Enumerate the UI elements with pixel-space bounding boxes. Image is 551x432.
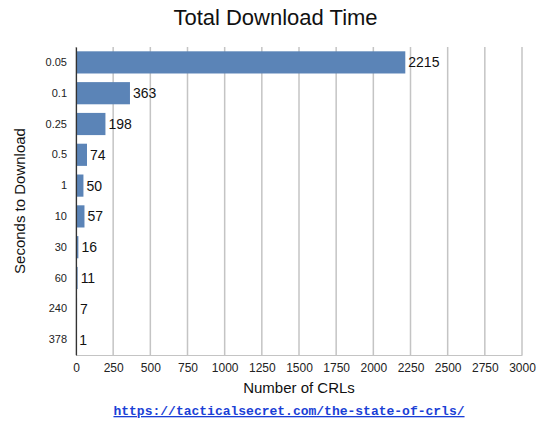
grid-line <box>447 47 449 355</box>
tick: 10 <box>55 210 67 222</box>
tick-label: 3000 <box>509 361 536 375</box>
tick: 750 <box>178 355 198 375</box>
tick: 1750 <box>323 355 350 375</box>
title: Total Download Time <box>173 5 377 30</box>
data-label: 363 <box>133 85 157 101</box>
tick-label: 1250 <box>249 361 276 375</box>
tick-label: 250 <box>104 361 124 375</box>
tick: 0.5 <box>52 148 67 160</box>
y-axis-title: Seconds to Download <box>11 128 28 274</box>
tick-label: 60 <box>55 272 67 284</box>
data-labels: 2215 36319874 50 57 16 11 7 1 <box>79 54 440 347</box>
tick: 378 <box>49 333 67 345</box>
tick: 1000 <box>212 355 239 375</box>
tick-label: 1 <box>61 179 67 191</box>
tick: 3000 <box>509 355 536 375</box>
grid-line <box>410 47 412 355</box>
bar <box>76 82 130 104</box>
tick: 0 <box>73 355 80 375</box>
tick-label: 750 <box>178 361 198 375</box>
tick: 0.05 <box>46 56 67 68</box>
grid-line <box>521 47 523 355</box>
bar <box>76 175 83 197</box>
tick: 500 <box>141 355 161 375</box>
grid-line <box>373 47 375 355</box>
tick-label: 0 <box>73 361 80 375</box>
data-label: 74 <box>90 147 106 163</box>
tick: 2500 <box>435 355 462 375</box>
tick-label: 0.1 <box>52 87 67 99</box>
bar <box>76 144 87 166</box>
tick: 0.25 <box>46 118 67 130</box>
tick-label: 30 <box>55 241 67 253</box>
source-link[interactable]: https://tacticalsecret.com/the-state-of-… <box>113 404 464 419</box>
data-label: 16 <box>81 239 97 255</box>
axis-line <box>76 48 77 356</box>
chart-container: 0250500750100012501500175020002250250027… <box>0 0 551 432</box>
tick: 2750 <box>472 355 499 375</box>
tick: 1 <box>61 179 67 191</box>
grid-line <box>298 47 300 355</box>
tick-label: 0.5 <box>52 148 67 160</box>
data-label: 7 <box>80 301 88 317</box>
grid-line <box>187 47 189 355</box>
grid <box>76 47 522 355</box>
bar <box>76 51 405 73</box>
tick-label: 1500 <box>286 361 313 375</box>
tick: 60 <box>55 272 67 284</box>
grid-line <box>75 47 77 355</box>
tick: 2000 <box>360 355 387 375</box>
tick-label: 2250 <box>398 361 425 375</box>
x-axis-title: Number of CRLs <box>243 379 355 396</box>
category-axis: 0.05 0.1 0.25 0.5 1 10 30 60 240 378 <box>46 48 77 356</box>
grid-line <box>484 47 486 355</box>
value-axis: 0 250 500 750 1000 1250 1500 1750 2000 2250 2500 27… <box>73 355 536 375</box>
chart-svg: 0250500750100012501500175020002250250027… <box>0 0 551 432</box>
tick: 2250 <box>398 355 425 375</box>
bar <box>76 205 84 227</box>
bar <box>76 113 105 135</box>
grid-line <box>335 47 337 355</box>
tick-label: 500 <box>141 361 161 375</box>
tick-label: 2000 <box>360 361 387 375</box>
data-label: 2215 <box>408 54 439 70</box>
tick: 1500 <box>286 355 313 375</box>
tick: 240 <box>49 302 67 314</box>
grid-line <box>261 47 263 355</box>
tick-label: 2750 <box>472 361 499 375</box>
tick: 0.1 <box>52 87 67 99</box>
tick-label: 0.05 <box>46 56 67 68</box>
tick: 250 <box>104 355 124 375</box>
data-label: 11 <box>81 270 96 286</box>
bars <box>76 51 405 350</box>
data-label: 57 <box>87 208 103 224</box>
tick-label: 378 <box>49 333 67 345</box>
tick: 1250 <box>249 355 276 375</box>
data-label: 50 <box>86 178 102 194</box>
tick-label: 10 <box>55 210 67 222</box>
data-label: 1 <box>79 332 87 348</box>
tick: 30 <box>55 241 67 253</box>
tick-label: 240 <box>49 302 67 314</box>
axis-line <box>77 355 523 356</box>
tick-label: 0.25 <box>46 118 67 130</box>
grid-line <box>224 47 226 355</box>
tick-label: 2500 <box>435 361 462 375</box>
tick-label: 1750 <box>323 361 350 375</box>
data-label: 198 <box>108 116 132 132</box>
tick-label: 1000 <box>212 361 239 375</box>
